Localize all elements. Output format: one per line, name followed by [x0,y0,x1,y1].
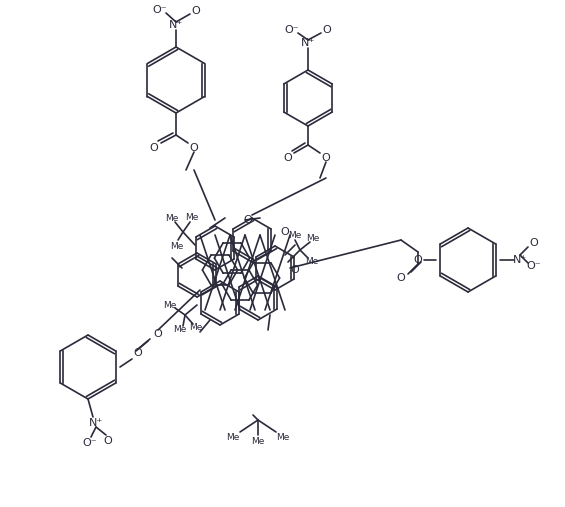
Text: O: O [529,238,538,248]
Text: O⁻: O⁻ [285,25,299,35]
Text: O: O [192,6,201,16]
Text: Me: Me [305,258,319,267]
Text: Me: Me [166,213,179,223]
Text: O: O [290,265,299,275]
Text: O: O [414,255,423,265]
Text: N⁺: N⁺ [89,418,103,428]
Text: O: O [134,348,142,358]
Text: Me: Me [163,301,177,309]
Text: Me: Me [288,231,302,239]
Text: O: O [397,273,405,283]
Text: Me: Me [276,433,290,443]
Text: Me: Me [185,212,199,222]
Text: O: O [150,143,158,153]
Text: O: O [190,143,198,153]
Text: Me: Me [170,241,184,250]
Text: O⁻: O⁻ [527,261,541,271]
Text: Me: Me [189,323,203,333]
Text: Me: Me [173,325,186,335]
Text: N⁺: N⁺ [513,255,527,265]
Text: O: O [284,153,292,163]
Text: O: O [323,25,332,35]
Text: Me: Me [227,433,240,443]
Text: N⁺: N⁺ [301,38,315,48]
Text: N⁺: N⁺ [169,20,183,30]
Text: O⁻: O⁻ [153,5,167,15]
Text: O: O [103,436,112,446]
Text: O: O [321,153,331,163]
Text: O⁻: O⁻ [82,438,97,448]
Text: O: O [154,329,162,339]
Text: O: O [244,215,253,225]
Text: O: O [281,227,289,237]
Text: Me: Me [251,438,264,447]
Text: Me: Me [306,234,320,242]
